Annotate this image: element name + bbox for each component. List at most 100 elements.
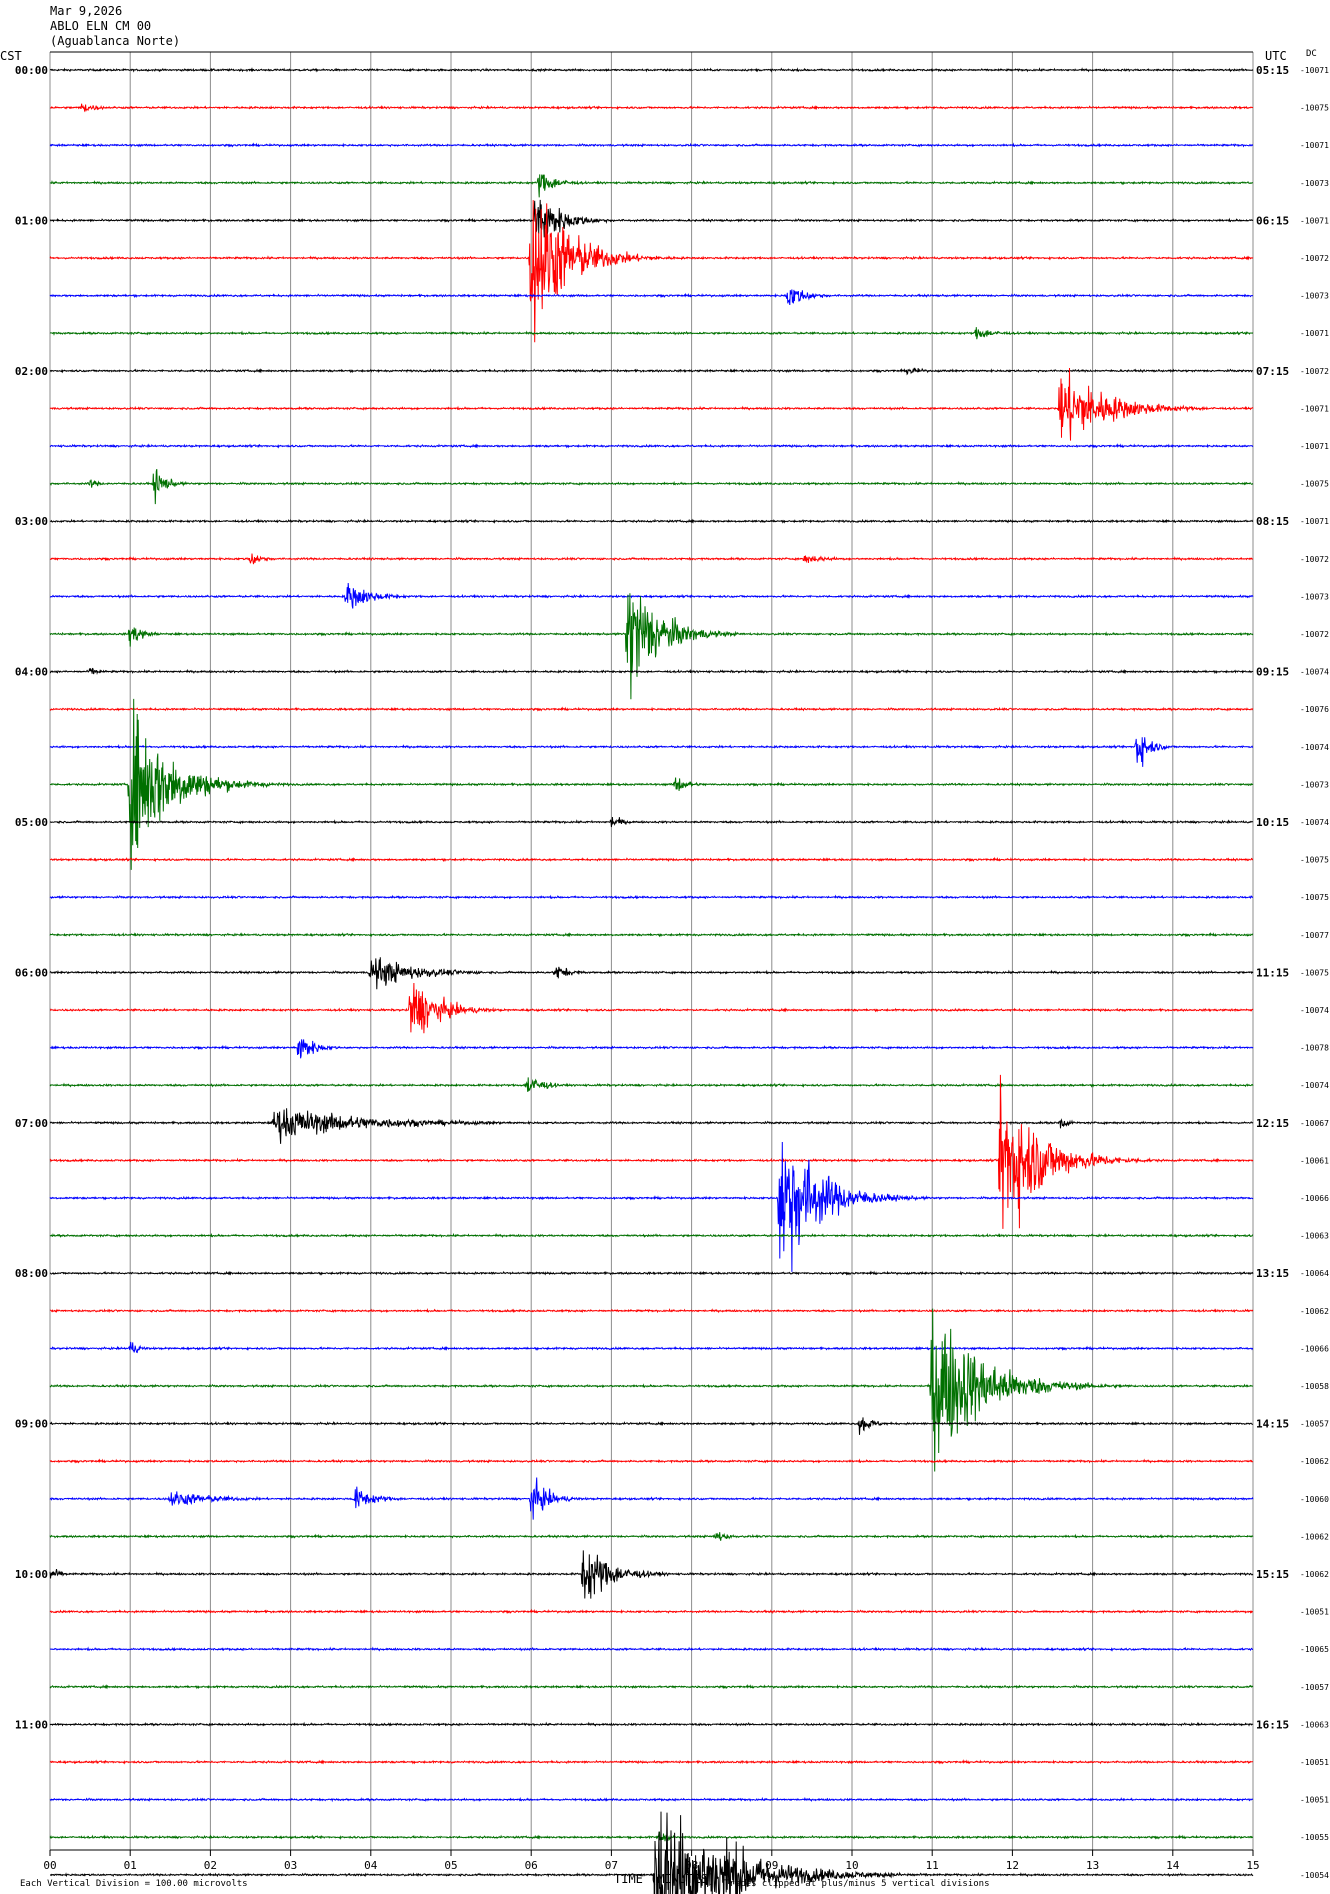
left-timezone-label: CST <box>0 49 22 63</box>
trace-line <box>49 199 1254 238</box>
trace-line <box>49 1831 1254 1842</box>
utc-hour-label: 06:15 <box>1256 214 1289 227</box>
trace-line <box>49 103 1254 113</box>
trace-line <box>50 1811 1254 1894</box>
trace-line <box>49 706 1254 712</box>
x-tick-label: 03 <box>284 1859 297 1872</box>
dc-offset-label: -10054 <box>1300 1871 1329 1880</box>
dc-offset-label: -10063 <box>1300 1232 1329 1241</box>
dc-offset-label: -10072 <box>1300 555 1329 564</box>
trace-line <box>49 553 1254 565</box>
dc-offset-label: -10061 <box>1300 1156 1329 1165</box>
dc-offset-label: -10063 <box>1300 1720 1329 1729</box>
dc-offset-label: -10073 <box>1300 179 1329 188</box>
dc-offset-label: -10071 <box>1300 329 1329 338</box>
x-tick-label: 13 <box>1086 1859 1099 1872</box>
dc-column-label: DC <box>1306 49 1317 59</box>
right-timezone-label: UTC <box>1265 49 1287 63</box>
dc-offset-label: -10074 <box>1300 818 1329 827</box>
x-tick-label: 14 <box>1166 1859 1180 1872</box>
cst-hour-label: 03:00 <box>15 515 48 528</box>
x-tick-label: 04 <box>364 1859 378 1872</box>
cst-hour-label: 06:00 <box>15 966 48 979</box>
cst-hour-label: 09:00 <box>15 1418 48 1431</box>
dc-offset-label: -10055 <box>1300 1833 1329 1842</box>
trace-line <box>49 1417 1254 1435</box>
utc-hour-label: 11:15 <box>1256 966 1289 979</box>
trace-line <box>49 1270 1254 1276</box>
trace-line <box>49 67 1254 73</box>
dc-offset-label: -10058 <box>1300 1382 1329 1391</box>
utc-hour-label: 15:15 <box>1256 1568 1289 1581</box>
x-tick-label: 09 <box>765 1859 778 1872</box>
dc-offset-label: -10057 <box>1300 1420 1329 1429</box>
clip-note: Traces clipped at plus/minus 5 vertical … <box>724 1879 990 1889</box>
utc-hour-label: 07:15 <box>1256 365 1289 378</box>
dc-offset-label: -10077 <box>1300 931 1329 940</box>
trace-line <box>49 894 1253 900</box>
trace-line <box>49 174 1253 198</box>
trace-line <box>49 200 1254 343</box>
cst-hour-label: 02:00 <box>15 365 48 378</box>
dc-offset-label: -10067 <box>1300 1119 1329 1128</box>
trace-line <box>50 982 1254 1034</box>
dc-offset-label: -10057 <box>1300 1683 1329 1692</box>
x-tick-label: 15 <box>1246 1859 1259 1872</box>
utc-hour-label: 13:15 <box>1256 1267 1289 1280</box>
trace-line <box>49 737 1253 767</box>
trace-line <box>49 518 1254 524</box>
dc-offset-label: -10073 <box>1300 780 1329 789</box>
utc-hour-label: 16:15 <box>1256 1718 1289 1731</box>
x-tick-label: 01 <box>124 1859 137 1872</box>
dc-offset-label: -10078 <box>1300 1044 1329 1053</box>
trace-line <box>49 1308 1254 1472</box>
dc-offset-label: -10072 <box>1300 367 1329 376</box>
utc-hour-label: 14:15 <box>1256 1418 1289 1431</box>
trace-line <box>49 1796 1254 1803</box>
x-tick-label: 02 <box>204 1859 217 1872</box>
dc-offset-label: -10065 <box>1300 1645 1329 1654</box>
dc-offset-label: -10062 <box>1300 1570 1329 1579</box>
utc-hour-labels: 05:15 06:15 07:15 08:15 09:15 10:15 11:15 12:15… <box>1256 64 1289 1731</box>
x-tick-label: 12 <box>1006 1859 1019 1872</box>
x-tick-label: 10 <box>845 1859 858 1872</box>
dc-offset-label: -10071 <box>1300 404 1329 413</box>
trace-line <box>49 1477 1254 1520</box>
dc-offset-label: -10071 <box>1300 442 1329 451</box>
trace-line <box>49 1683 1254 1690</box>
trace-line <box>49 142 1254 148</box>
utc-hour-label: 12:15 <box>1256 1117 1289 1130</box>
x-tick-label: 08 <box>685 1859 698 1872</box>
cst-hour-label: 00:00 <box>15 64 48 77</box>
dc-offset-label: -10076 <box>1300 705 1329 714</box>
dc-offset-label: -10074 <box>1300 1081 1329 1090</box>
dc-offset-labels: -10071 -10075 -10071 -10073 -10071 -10072 -100… <box>1300 66 1329 1880</box>
trace-line <box>49 1074 1254 1229</box>
scale-note: Each Vertical Division = 100.00 microvol… <box>20 1879 248 1889</box>
x-tick-label: 11 <box>926 1859 939 1872</box>
trace-line <box>49 1141 1254 1272</box>
x-tick-label: 07 <box>605 1859 618 1872</box>
trace-line <box>49 443 1254 449</box>
dc-offset-label: -10071 <box>1300 216 1329 225</box>
utc-hour-label: 09:15 <box>1256 666 1289 679</box>
dc-offset-label: -10051 <box>1300 1758 1329 1767</box>
trace-line <box>49 327 1254 340</box>
trace-line <box>49 367 1254 376</box>
trace-line <box>49 957 1254 990</box>
trace-line <box>49 1532 1254 1541</box>
utc-hour-label: 10:15 <box>1256 816 1289 829</box>
dc-offset-label: -10075 <box>1300 968 1329 977</box>
minute-gridlines <box>49 52 1254 1850</box>
dc-offset-label: -10074 <box>1300 668 1329 677</box>
dc-offset-label: -10064 <box>1300 1269 1329 1278</box>
x-tick-label: 06 <box>525 1859 538 1872</box>
utc-hour-label: 08:15 <box>1256 515 1289 528</box>
dc-offset-label: -10062 <box>1300 1307 1329 1316</box>
trace-line <box>49 1646 1254 1652</box>
dc-offset-label: -10066 <box>1300 1194 1329 1203</box>
trace-line <box>49 1458 1254 1464</box>
dc-offset-label: -10060 <box>1300 1495 1329 1504</box>
cst-hour-label: 04:00 <box>15 666 48 679</box>
